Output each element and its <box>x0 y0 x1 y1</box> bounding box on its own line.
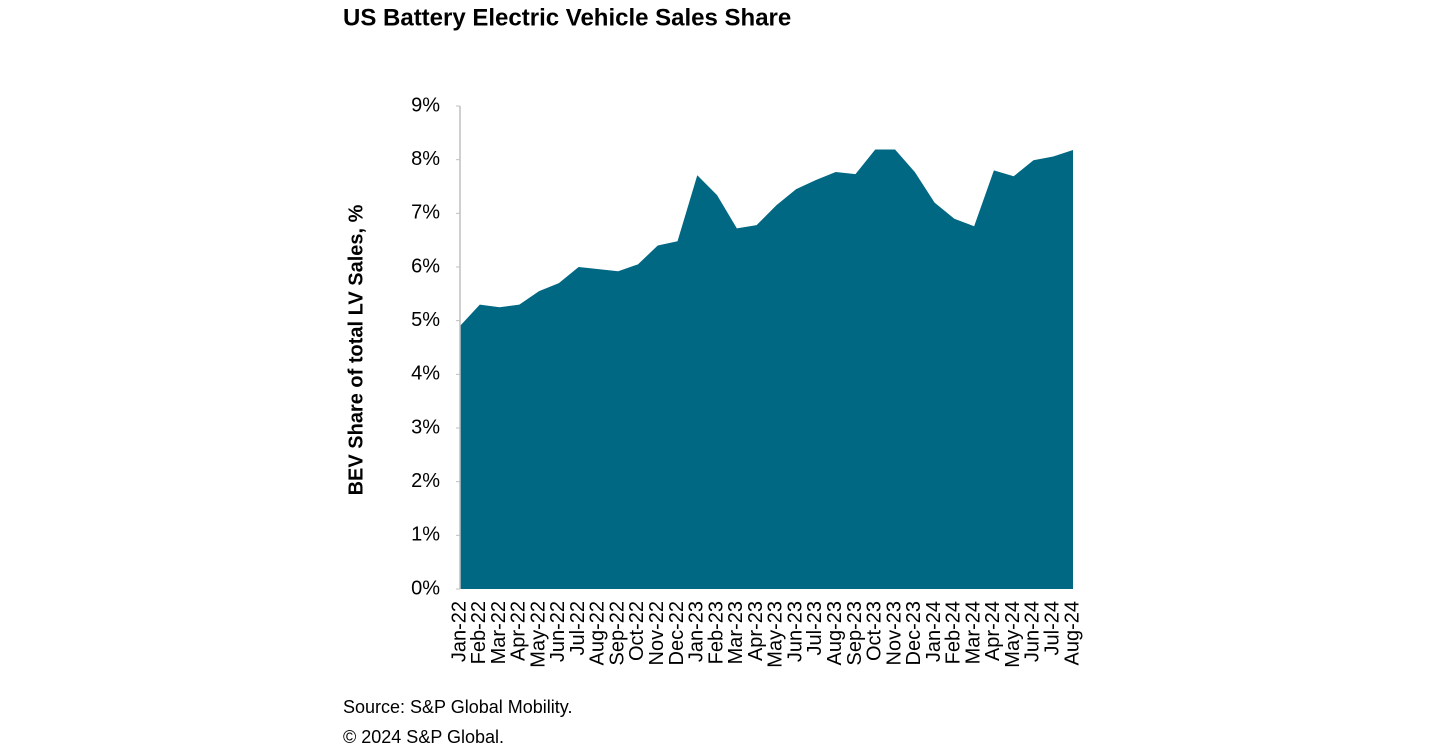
x-tick-label: Nov-23 <box>883 601 905 665</box>
y-tick-label: 1% <box>411 524 440 546</box>
y-tick-label: 3% <box>411 416 440 438</box>
y-tick-label: 0% <box>411 577 440 599</box>
y-tick-label: 7% <box>411 202 440 224</box>
copyright: © 2024 S&P Global. <box>343 727 504 747</box>
x-tick-label: Mar-23 <box>725 601 747 664</box>
x-tick-label: Dec-23 <box>903 601 925 665</box>
x-tick-label: Feb-23 <box>705 601 727 664</box>
x-tick-label: Oct-23 <box>864 601 886 661</box>
chart-title: US Battery Electric Vehicle Sales Share <box>343 4 791 31</box>
x-tick-label: Aug-24 <box>1061 601 1083 666</box>
y-tick-label: 4% <box>411 363 440 385</box>
x-tick-label: Apr-24 <box>982 601 1004 661</box>
x-tick-label: May-23 <box>765 601 787 668</box>
x-tick-label: Jan-22 <box>448 601 470 662</box>
x-tick-label: Jun-22 <box>547 601 569 662</box>
x-tick-label: Aug-22 <box>587 601 609 666</box>
x-tick-label: Nov-22 <box>646 601 668 665</box>
x-tick-label: Jul-23 <box>804 601 826 655</box>
x-tick-label: May-24 <box>1002 601 1024 668</box>
y-tick-label: 8% <box>411 148 440 170</box>
area <box>460 149 1073 589</box>
x-tick-label: Feb-22 <box>468 601 490 664</box>
x-tick-label: May-22 <box>527 601 549 668</box>
y-tick-label: 9% <box>411 94 440 116</box>
x-tick-label: Sep-22 <box>606 601 628 666</box>
x-tick-label: Jan-24 <box>923 601 945 662</box>
x-tick-label: Aug-23 <box>824 601 846 666</box>
y-tick-label: 2% <box>411 470 440 492</box>
x-tick-label: Mar-24 <box>962 601 984 664</box>
x-tick-label: Sep-23 <box>844 601 866 666</box>
x-tick-label: Jul-24 <box>1042 601 1064 655</box>
x-tick-label: Apr-23 <box>745 601 767 661</box>
x-tick-label: Apr-22 <box>508 601 530 661</box>
x-tick-label: Jun-23 <box>784 601 806 662</box>
x-tick-label: Oct-22 <box>626 601 648 661</box>
x-tick-label: Jan-23 <box>686 601 708 662</box>
x-tick-label: Feb-24 <box>943 601 965 664</box>
source: Source: S&P Global Mobility. <box>343 697 572 717</box>
x-tick-label: Dec-22 <box>666 601 688 665</box>
x-tick-label: Jun-24 <box>1022 601 1044 662</box>
y-tick-label: 6% <box>411 255 440 277</box>
y-tick-label: 5% <box>411 309 440 331</box>
x-tick-label: Mar-22 <box>488 601 510 664</box>
x-tick-label: Jul-22 <box>567 601 589 655</box>
y-axis-label: BEV Share of total LV Sales, % <box>345 204 367 495</box>
